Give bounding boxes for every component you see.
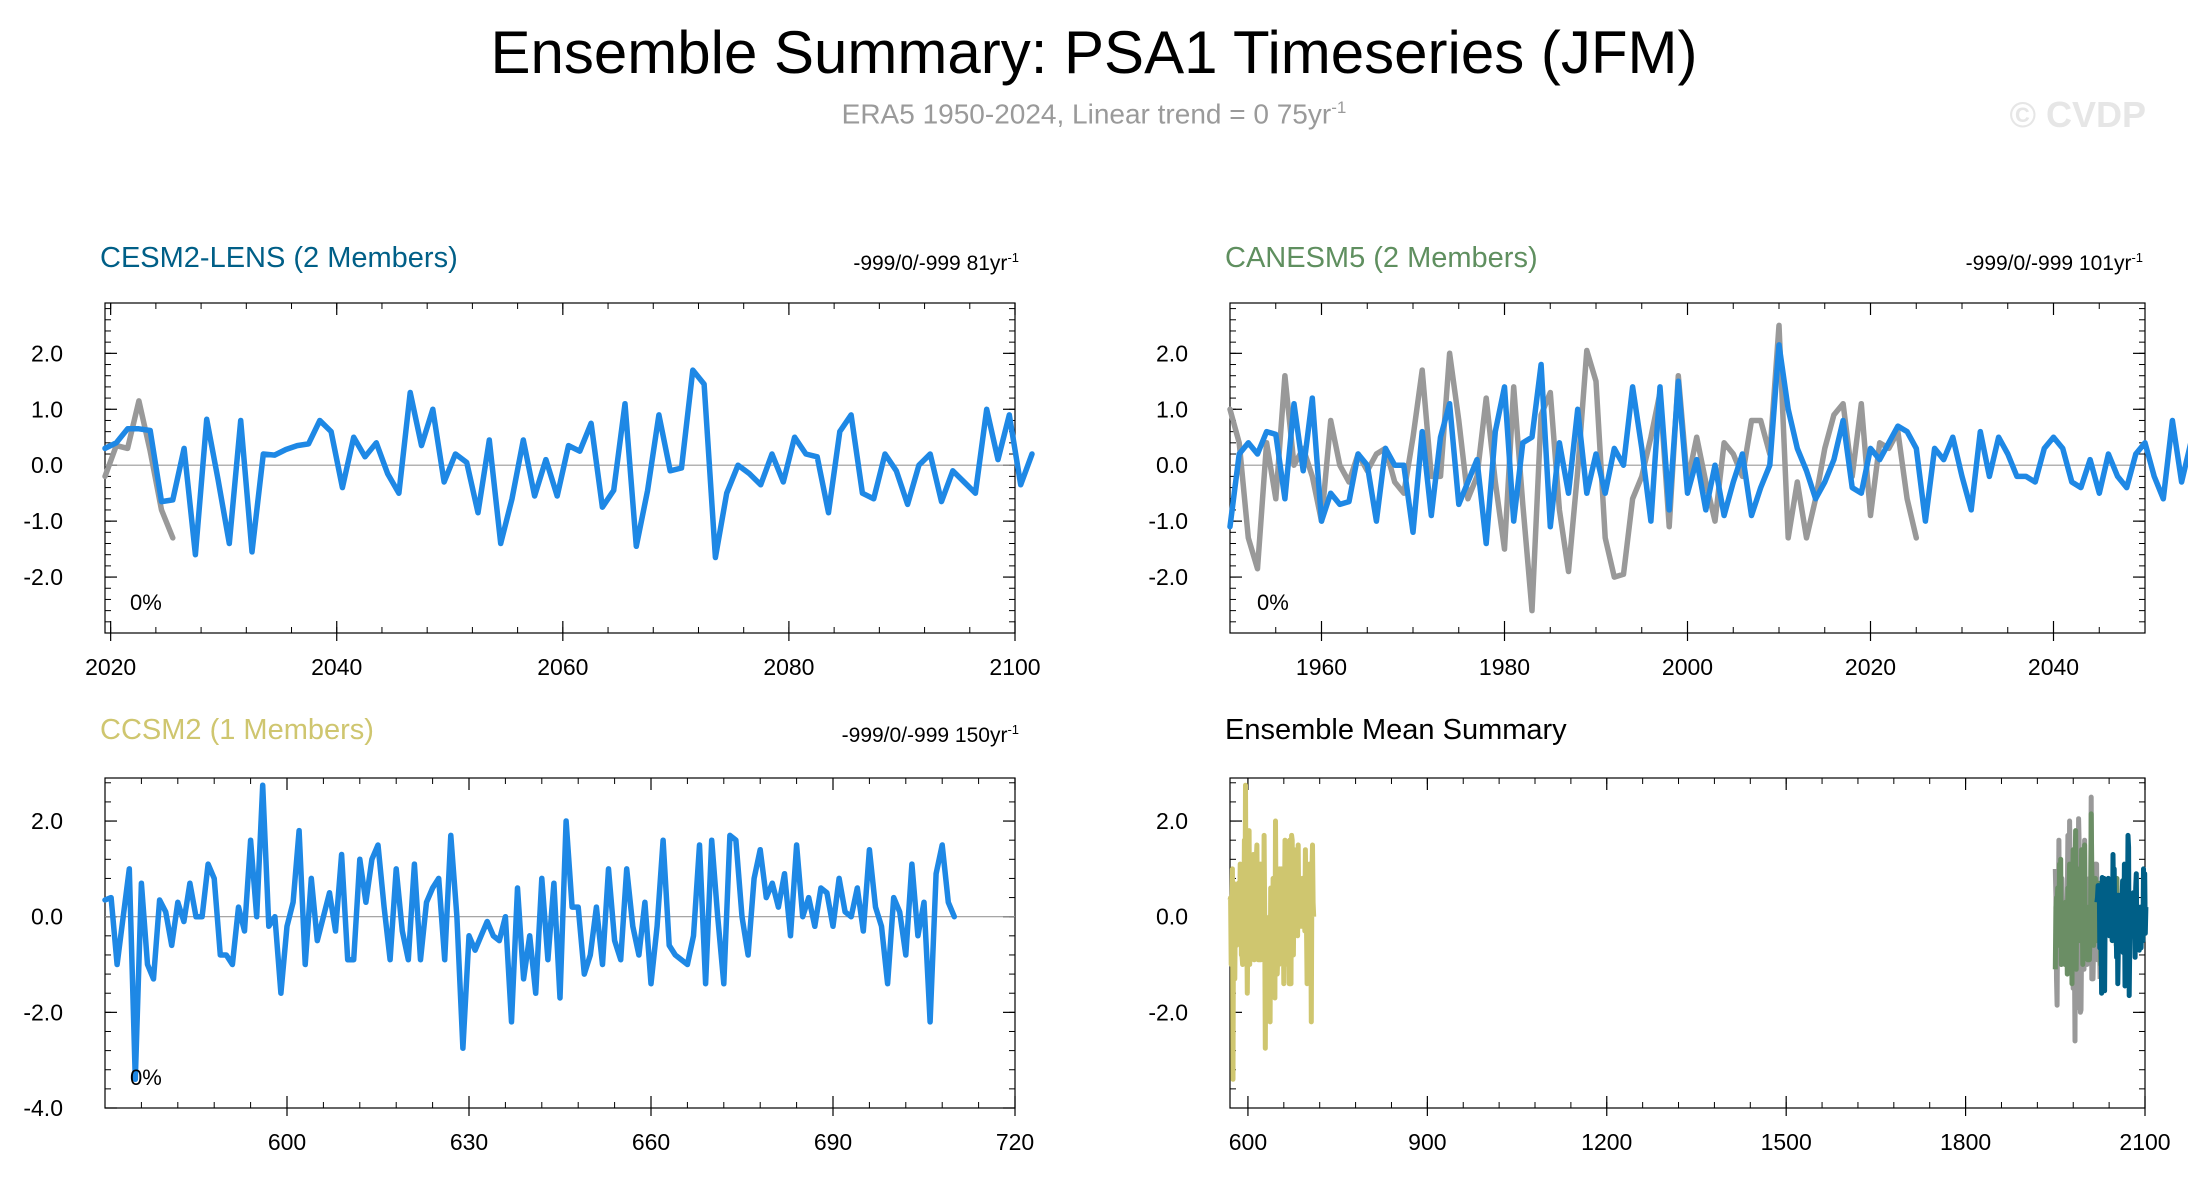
subtitle-exponent: -1 bbox=[1331, 98, 1347, 117]
x-tick-label: 630 bbox=[450, 1129, 488, 1155]
subtitle-text: ERA5 1950-2024, Linear trend = 0 75yr bbox=[841, 98, 1332, 130]
x-tick-label: 1960 bbox=[1296, 654, 1347, 680]
y-tick-label: -2.0 bbox=[23, 999, 63, 1025]
x-tick-label: 2020 bbox=[85, 654, 136, 680]
obs-line bbox=[102, 398, 176, 541]
x-tick-label: 660 bbox=[632, 1129, 670, 1155]
plot-frame bbox=[1229, 777, 2146, 1109]
x-tick-label: 720 bbox=[996, 1129, 1034, 1155]
model-line bbox=[102, 782, 958, 1083]
x-tick-label: 900 bbox=[1408, 1129, 1446, 1155]
percent-label: 0% bbox=[1257, 590, 1289, 615]
summary-line-ccsm2 bbox=[1227, 782, 1317, 1082]
x-tick-label: 2040 bbox=[311, 654, 362, 680]
stat-exponent: -1 bbox=[1007, 722, 1019, 737]
y-tick-label: -2.0 bbox=[23, 564, 63, 590]
y-tick-label: 0.0 bbox=[31, 904, 63, 930]
panel-stat-ccsm2: -999/0/-999 150yr-1 bbox=[842, 722, 1019, 748]
x-tick-label: 690 bbox=[814, 1129, 852, 1155]
panel-ccsm2: -4.0 -2.0 0.0 2.0 600 630 660 690 720 0% bbox=[23, 777, 1034, 1155]
y-tick-label: 1.0 bbox=[31, 396, 63, 422]
y-tick-label: -1.0 bbox=[1148, 508, 1188, 534]
y-tick-label: 0.0 bbox=[1156, 452, 1188, 478]
y-tick-label: 2.0 bbox=[31, 340, 63, 366]
model-line bbox=[1227, 342, 2188, 547]
x-tick-label: 2100 bbox=[2119, 1129, 2170, 1155]
x-tick-label: 1980 bbox=[1479, 654, 1530, 680]
y-tick-label: 0.0 bbox=[31, 452, 63, 478]
stat-text: -999/0/-999 81yr bbox=[853, 252, 1008, 275]
x-tick-label: 1200 bbox=[1581, 1129, 1632, 1155]
x-tick-label: 2040 bbox=[2028, 654, 2079, 680]
stat-exponent: -1 bbox=[1007, 250, 1019, 265]
x-tick-label: 2100 bbox=[989, 654, 1040, 680]
panel-cesm2: -2.0 -1.0 0.0 1.0 2.0 2020 2040 2060 2080 2100 0% bbox=[23, 302, 1041, 680]
watermark-text: © CVDP bbox=[2009, 94, 2146, 135]
plot-frame bbox=[104, 302, 1016, 634]
plot-frame bbox=[104, 777, 1016, 1109]
panel-title-ccsm2: CCSM2 (1 Members) bbox=[100, 714, 374, 746]
summary-line-cesm2-lens bbox=[2094, 832, 2149, 999]
panel-stat-canesm5: -999/0/-999 101yr-1 bbox=[1966, 250, 2143, 276]
panel-title-summary: Ensemble Mean Summary bbox=[1225, 714, 1567, 746]
y-tick-label: 2.0 bbox=[1156, 808, 1188, 834]
x-tick-label: 2000 bbox=[1662, 654, 1713, 680]
x-tick-label: 2060 bbox=[537, 654, 588, 680]
y-tick-label: -2.0 bbox=[1148, 564, 1188, 590]
percent-label: 0% bbox=[130, 590, 162, 615]
y-tick-label: 0.0 bbox=[1156, 904, 1188, 930]
x-tick-label: 1800 bbox=[1940, 1129, 1991, 1155]
x-tick-label: 600 bbox=[268, 1129, 306, 1155]
panel-canesm5: -2.0 -1.0 0.0 1.0 2.0 1960 1980 2000 2020 2040 0% bbox=[1148, 302, 2188, 680]
y-tick-label: 1.0 bbox=[1156, 396, 1188, 422]
stat-exponent: -1 bbox=[2131, 250, 2143, 265]
model-line bbox=[102, 367, 1035, 561]
y-tick-label: -1.0 bbox=[23, 508, 63, 534]
stat-text: -999/0/-999 150yr bbox=[841, 724, 1008, 747]
panel-title-canesm5: CANESM5 (2 Members) bbox=[1225, 242, 1538, 274]
x-tick-label: 1500 bbox=[1761, 1129, 1812, 1155]
stat-text: -999/0/-999 101yr bbox=[1965, 252, 2132, 275]
percent-label: 0% bbox=[130, 1065, 162, 1090]
y-tick-label: -4.0 bbox=[23, 1095, 63, 1121]
obs-line bbox=[1227, 322, 1920, 614]
panel-stat-cesm2: -999/0/-999 81yr-1 bbox=[853, 250, 1019, 276]
x-tick-label: 2020 bbox=[1845, 654, 1896, 680]
figure-title: Ensemble Summary: PSA1 Timeseries (JFM) bbox=[490, 19, 1698, 86]
y-tick-label: -2.0 bbox=[1148, 999, 1188, 1025]
y-tick-label: 2.0 bbox=[1156, 340, 1188, 366]
panel-title-cesm2: CESM2-LENS (2 Members) bbox=[100, 242, 458, 274]
x-tick-label: 2080 bbox=[763, 654, 814, 680]
x-tick-label: 600 bbox=[1229, 1129, 1267, 1155]
panel-summary: -2.0 0.0 2.0 600 900 1200 1500 1800 2100 bbox=[1148, 777, 2171, 1155]
y-tick-label: 2.0 bbox=[31, 808, 63, 834]
figure-subtitle: ERA5 1950-2024, Linear trend = 0 75yr-1 bbox=[0, 98, 2188, 130]
